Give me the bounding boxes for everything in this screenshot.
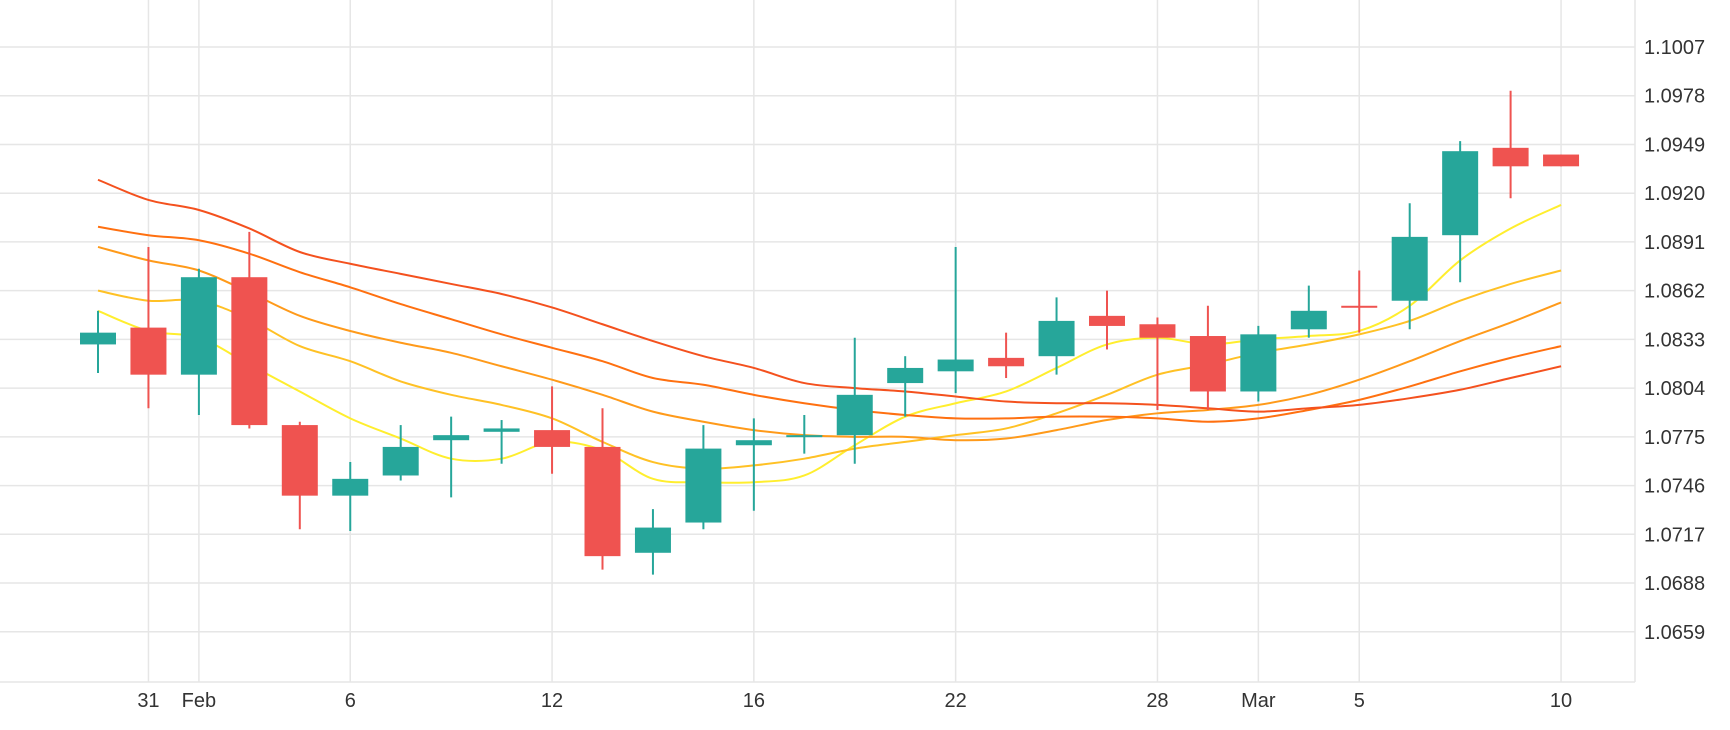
candle — [130, 246, 167, 409]
candle — [1290, 285, 1327, 338]
y-tick-label: 1.0920 — [1644, 183, 1705, 205]
candle-body — [735, 440, 772, 446]
candle-body — [1038, 320, 1075, 357]
candle — [988, 332, 1025, 379]
x-tick-label: 22 — [945, 690, 967, 712]
candle — [634, 509, 671, 575]
candle-body — [786, 435, 823, 438]
y-tick-label: 1.0746 — [1644, 476, 1705, 498]
candle-body — [1543, 154, 1580, 167]
candle-body — [433, 435, 470, 441]
candle — [80, 310, 116, 373]
candle-body — [634, 527, 671, 553]
x-axis: 31 Feb 6 12 16 22 28 Mar 5 10 — [137, 690, 1572, 712]
candle — [1189, 305, 1226, 410]
candle — [937, 246, 974, 394]
candles — [80, 90, 1580, 575]
candle-body — [534, 430, 571, 447]
candle — [433, 416, 470, 498]
candle-body — [1139, 324, 1176, 338]
candle-body — [887, 367, 924, 384]
moving-average-line-1 — [97, 204, 1562, 484]
y-tick-label: 1.0949 — [1644, 134, 1705, 156]
candle-body — [1290, 310, 1327, 330]
candle-body — [382, 446, 419, 476]
candle-body — [937, 359, 974, 372]
y-tick-label: 1.1007 — [1644, 37, 1705, 59]
candle-body — [130, 327, 167, 375]
y-tick-label: 1.0775 — [1644, 427, 1705, 449]
x-tick-label: 31 — [137, 690, 159, 712]
y-tick-label: 1.0978 — [1644, 86, 1705, 108]
x-tick-label: 28 — [1146, 690, 1168, 712]
candle-body — [1391, 236, 1428, 301]
grid — [0, 0, 1636, 683]
candle-body — [685, 448, 722, 523]
candle — [685, 425, 722, 530]
candle — [735, 418, 772, 511]
candle — [1038, 297, 1075, 375]
candle-body — [584, 446, 621, 557]
candle — [786, 414, 823, 454]
y-tick-label: 1.0659 — [1644, 622, 1705, 644]
x-tick-label: Mar — [1241, 690, 1276, 712]
candle — [231, 231, 268, 429]
candle-body — [281, 425, 318, 496]
candle-body — [1089, 315, 1125, 326]
candle — [1240, 325, 1277, 402]
candle-body — [483, 428, 520, 432]
moving-average-line-4 — [97, 225, 1562, 423]
candle — [1442, 141, 1479, 283]
candle-body — [988, 357, 1025, 367]
candle-body — [231, 277, 268, 426]
x-tick-label: 16 — [743, 690, 765, 712]
candle-body — [332, 478, 369, 496]
y-tick-label: 1.0688 — [1644, 573, 1705, 595]
candle-body — [1492, 147, 1529, 167]
x-tick-label: 10 — [1550, 690, 1572, 712]
candle-body — [1240, 334, 1277, 392]
y-tick-label: 1.0891 — [1644, 232, 1705, 254]
candle — [1341, 270, 1378, 333]
x-tick-label: 5 — [1354, 690, 1365, 712]
candle-body — [836, 394, 873, 436]
candle-body — [1189, 336, 1226, 392]
candle-body — [1341, 305, 1378, 308]
moving-average-line-2 — [97, 269, 1562, 470]
moving-average-line-3 — [97, 245, 1562, 442]
candle — [1139, 317, 1176, 410]
candle — [332, 462, 369, 531]
y-tick-label: 1.0862 — [1644, 281, 1705, 303]
candle — [281, 421, 318, 530]
candle — [1391, 203, 1428, 330]
y-axis: 1.1007 1.0978 1.0949 1.0920 1.0891 1.0862 1.08… — [1644, 37, 1705, 644]
y-tick-label: 1.0833 — [1644, 329, 1705, 351]
x-tick-label: 6 — [345, 690, 356, 712]
candle-body — [80, 332, 116, 345]
x-tick-label: 12 — [541, 690, 563, 712]
candle — [836, 337, 873, 464]
candle — [1543, 154, 1580, 167]
candle — [1492, 90, 1529, 199]
candle — [887, 356, 924, 417]
candle — [584, 408, 621, 570]
candle — [382, 425, 419, 481]
moving-average-line-5 — [97, 178, 1562, 413]
y-tick-label: 1.0804 — [1644, 378, 1705, 400]
candle — [483, 420, 520, 464]
x-tick-label: Feb — [182, 690, 216, 712]
y-tick-label: 1.0717 — [1644, 524, 1705, 546]
candle-body — [1442, 151, 1479, 236]
moving-average-lines — [97, 178, 1562, 484]
candle-body — [180, 277, 217, 375]
candle — [1089, 290, 1125, 350]
candle — [180, 268, 217, 415]
candle — [534, 386, 571, 474]
